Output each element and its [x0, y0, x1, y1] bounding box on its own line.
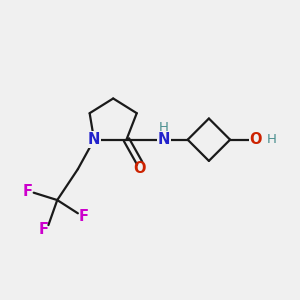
- Text: F: F: [79, 209, 89, 224]
- Text: N: N: [158, 132, 170, 147]
- Text: F: F: [23, 184, 33, 199]
- Text: O: O: [134, 161, 146, 176]
- Text: O: O: [250, 132, 262, 147]
- Text: H: H: [159, 122, 169, 134]
- Text: N: N: [88, 132, 100, 147]
- Text: H: H: [266, 133, 276, 146]
- Text: F: F: [39, 222, 49, 237]
